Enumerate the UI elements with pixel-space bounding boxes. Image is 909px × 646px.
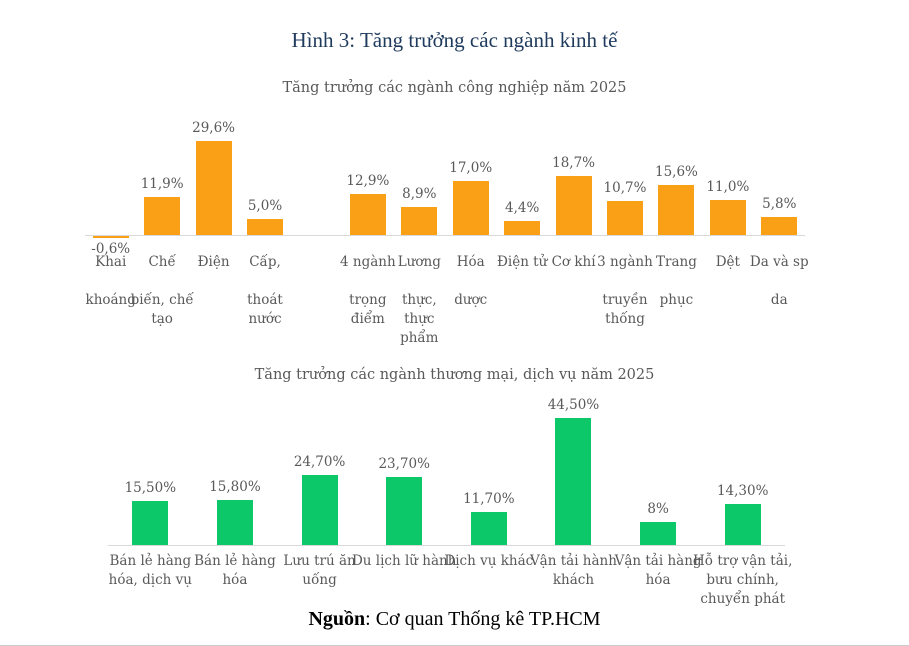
bar-value-label: 15,80%	[209, 479, 261, 495]
bar-value-label: 4,4%	[504, 200, 540, 216]
source-text: : Cơ quan Thống kê TP.HCM	[365, 608, 601, 630]
category-label: Hóa dược	[454, 254, 488, 308]
industry-growth-chart: Tăng trưởng các ngành công nghiệp năm 20…	[0, 75, 909, 346]
category-label: Cấp, thoát nước	[247, 254, 283, 327]
bar	[709, 200, 746, 235]
category-label: 4 ngành trọng điểm	[340, 254, 396, 327]
category-label: Lương thực, thực phẩm	[397, 254, 441, 346]
category-label: Trang phục	[656, 254, 697, 308]
bar-value-label: 15,50%	[124, 480, 177, 496]
bar	[195, 141, 232, 235]
bar-value-label: 44,50%	[547, 397, 600, 413]
x-axis-line	[108, 545, 785, 546]
bar-value-label: 23,70%	[378, 456, 430, 472]
bar	[144, 197, 181, 235]
bar	[470, 512, 507, 545]
services-growth-chart: Tăng trưởng các ngành thương mại, dịch v…	[0, 362, 909, 607]
bar	[92, 236, 129, 238]
category-label: Cơ khí	[551, 254, 596, 270]
bar	[761, 217, 798, 235]
category-label: Bán lẻ hàng hóa	[194, 553, 276, 588]
bar-value-label: 14,30%	[716, 483, 769, 499]
bar	[504, 221, 541, 235]
bar-value-label: 8%	[647, 501, 669, 517]
category-label: Hỗ trợ vận tải, bưu chính, chuyển phát	[693, 553, 793, 607]
bar-value-label: 29,6%	[192, 120, 236, 136]
bar-value-label: 5,8%	[762, 196, 797, 212]
bar-value-label: 24,70%	[293, 454, 346, 470]
bar-value-label: 11,0%	[706, 179, 750, 195]
category-label: 3 ngành truyền thống	[597, 254, 653, 327]
bar-value-label: 18,7%	[552, 155, 596, 171]
category-label: Điện tử	[496, 254, 548, 270]
category-label: Dịch vụ khác	[444, 553, 534, 569]
category-label: Du lịch lữ hành	[351, 553, 457, 569]
bar	[607, 201, 643, 235]
figure-title: Hình 3: Tăng trưởng các ngành kinh tế	[291, 28, 618, 52]
bar-value-label: 11,9%	[140, 176, 184, 192]
source-note: Nguồn: Cơ quan Thống kê TP.HCM	[0, 608, 909, 631]
bar	[658, 185, 695, 235]
bar-value-label: 17,0%	[449, 160, 493, 176]
bar	[386, 477, 423, 545]
category-label: Khai khoáng	[85, 254, 136, 308]
bar-value-label: 5,0%	[247, 198, 283, 214]
category-label: Lưu trú ăn uống	[283, 553, 356, 588]
category-label: Da và sp da	[749, 254, 809, 308]
bar	[555, 176, 592, 235]
category-label: Bán lẻ hàng hóa, dịch vụ	[108, 553, 192, 588]
industry-chart-title: Tăng trưởng các ngành công nghiệp năm 20…	[282, 80, 627, 96]
category-label: Vận tải hàng hóa	[614, 553, 702, 588]
bar-value-label: 12,9%	[346, 173, 390, 189]
bar-value-label: 15,6%	[654, 164, 698, 180]
x-axis-line	[85, 235, 805, 236]
source-label: Nguồn	[308, 608, 366, 630]
services-chart-title: Tăng trưởng các ngành thương mại, dịch v…	[254, 367, 655, 383]
bar-value-label: 11,70%	[463, 491, 515, 507]
category-label: Điện	[197, 254, 230, 270]
bar-value-label: 10,7%	[603, 180, 647, 196]
bar	[301, 475, 338, 545]
bar	[401, 207, 438, 235]
bar	[132, 501, 169, 545]
bar-value-label: -0,6%	[91, 241, 131, 257]
bar	[216, 500, 253, 545]
bar-value-label: 8,9%	[402, 186, 437, 202]
category-label: Chế biến, chế tạo	[130, 254, 194, 327]
bar	[640, 522, 677, 545]
category-label: Dệt	[715, 254, 740, 270]
bar	[555, 418, 592, 545]
bar	[349, 194, 386, 235]
category-label: Vận tải hành khách	[529, 553, 617, 588]
bar	[452, 181, 489, 235]
bar	[724, 504, 761, 545]
bar	[247, 219, 283, 235]
